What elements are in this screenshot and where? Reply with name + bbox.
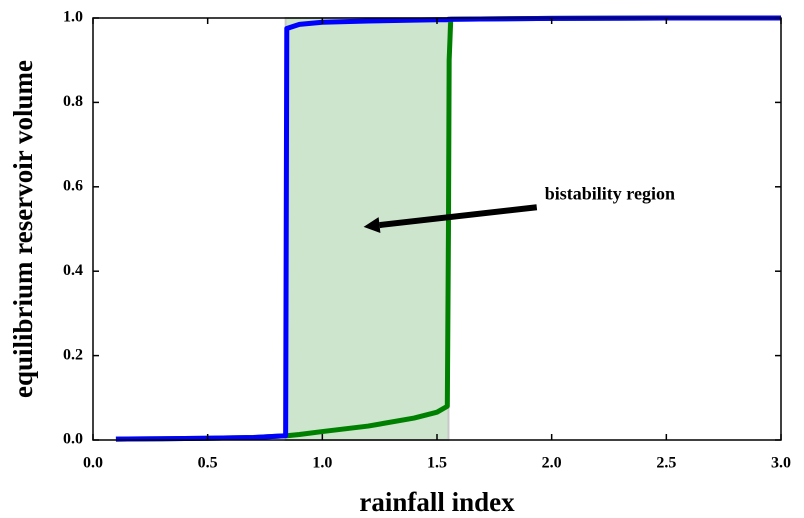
y-tick-label: 0.8 — [63, 93, 83, 110]
y-tick-label: 0.2 — [63, 346, 83, 363]
x-tick-label: 1.0 — [312, 455, 332, 472]
x-tick-label: 3.0 — [771, 455, 791, 472]
data-line — [115, 15, 781, 442]
annotation-arrowhead — [363, 217, 381, 234]
x-tick-label: 2.5 — [656, 455, 676, 472]
annotation-text: bistability region — [545, 183, 675, 203]
y-tick-label: 0.0 — [63, 431, 83, 448]
x-axis-label: rainfall index — [359, 487, 515, 517]
annotation-arrow — [379, 204, 538, 229]
x-tick-label: 2.0 — [542, 455, 562, 472]
x-tick-label: 1.5 — [427, 455, 447, 472]
y-tick-label: 1.0 — [63, 9, 83, 26]
shade-region — [284, 17, 450, 441]
y-axis-label: equilibrium reservoir volume — [8, 60, 38, 398]
x-tick-label: 0.0 — [83, 455, 103, 472]
y-tick-label: 0.6 — [63, 177, 83, 194]
x-tick-label: 0.5 — [198, 455, 218, 472]
data-line — [115, 15, 781, 442]
y-tick-label: 0.4 — [63, 262, 83, 279]
